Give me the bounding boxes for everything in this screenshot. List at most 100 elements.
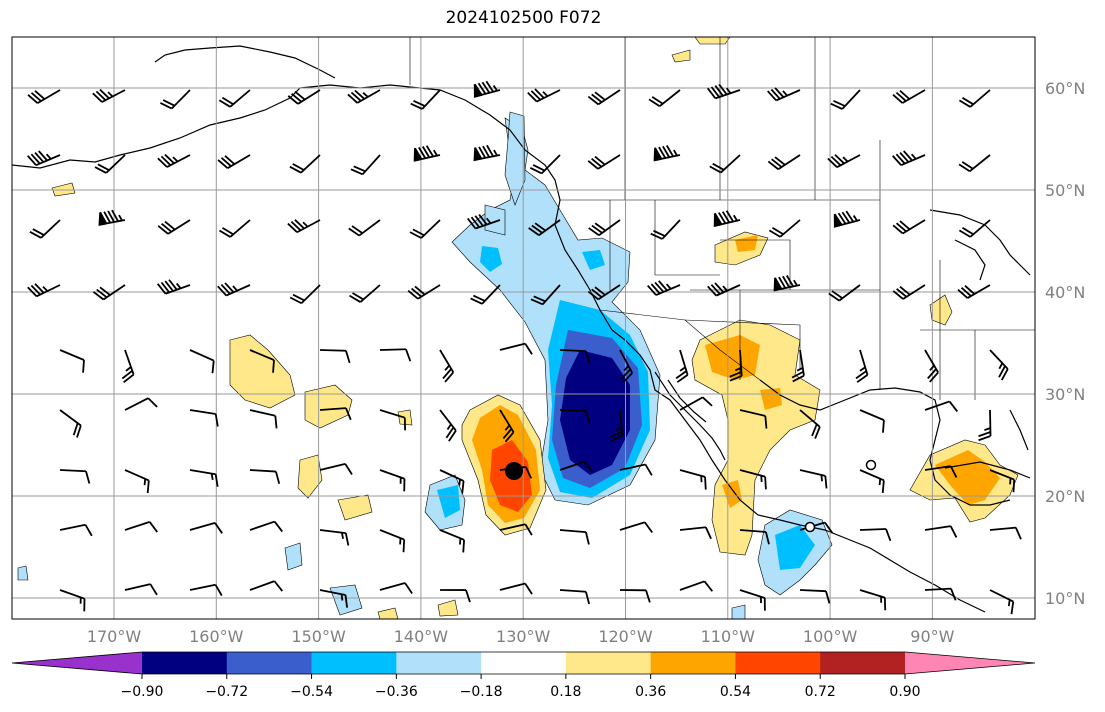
wind-barb <box>124 397 158 411</box>
wind-barb <box>410 89 441 110</box>
low-center-marker <box>505 462 523 480</box>
wind-barb <box>559 349 591 364</box>
wind-barb <box>791 349 805 383</box>
colorbar-bin <box>565 652 652 674</box>
wind-barb <box>924 525 958 538</box>
wind-barb <box>289 154 321 174</box>
longitude-label: 100°W <box>803 627 858 646</box>
wind-barb <box>467 213 501 230</box>
coastlines <box>12 45 1031 613</box>
wind-barb <box>249 409 278 429</box>
wind-barb <box>124 469 150 494</box>
colorbar-tick-label: −0.72 <box>205 684 248 700</box>
colorbar-tick-label: 0.90 <box>889 684 920 700</box>
wind-barb <box>499 582 533 595</box>
wind-barb <box>528 219 561 236</box>
wind-barb <box>349 284 381 303</box>
colorbar-bin <box>396 652 482 674</box>
station-marker <box>865 459 877 471</box>
wind-barb <box>319 529 350 546</box>
wind-barb <box>892 89 926 104</box>
wind-barb <box>830 89 861 110</box>
wind-barb <box>249 349 275 373</box>
wind-barb <box>739 409 768 429</box>
wind-barb <box>978 409 992 442</box>
colorbar-bin <box>226 652 313 674</box>
wind-barb <box>217 154 251 169</box>
wind-barb <box>249 520 283 533</box>
longitude-labels: 170°W 160°W 150°W 140°W 130°W 120°W 110°W 100°W… <box>87 627 955 646</box>
wind-barb <box>679 526 712 540</box>
wind-barb <box>470 284 501 305</box>
wind-barb <box>859 409 885 433</box>
wind-barb <box>958 219 991 238</box>
wind-barb <box>189 409 219 427</box>
wind-barb <box>729 349 743 382</box>
longitude-label: 110°W <box>701 627 756 646</box>
wind-barb <box>347 89 381 104</box>
colorbar-extend-high <box>905 652 1035 674</box>
wind-barb <box>27 150 61 167</box>
wind-barb <box>287 219 321 234</box>
latitude-label: 30°N <box>1045 385 1085 404</box>
wind-barb <box>94 154 126 174</box>
wind-barb <box>157 279 191 295</box>
wind-barb <box>647 280 681 296</box>
wind-barb <box>379 529 406 553</box>
colorbar-tick-label: −0.36 <box>375 684 418 700</box>
wind-barb <box>924 349 939 383</box>
wind-barb <box>679 580 713 592</box>
wind-barb <box>828 284 861 302</box>
colorbar-bin <box>820 652 906 674</box>
wind-barb <box>989 589 1015 615</box>
wind-barb <box>559 589 590 605</box>
wind-barb <box>439 469 465 494</box>
wind-barb <box>59 523 93 537</box>
wind-barb <box>319 462 353 476</box>
latitude-label: 40°N <box>1045 283 1085 302</box>
wind-barb <box>989 526 1022 540</box>
wind-barb <box>958 154 991 173</box>
latitude-label: 60°N <box>1045 79 1085 98</box>
wind-barb <box>892 219 926 235</box>
wind-barb <box>924 465 958 478</box>
wind-barb <box>709 154 741 174</box>
wind-barb <box>679 396 713 411</box>
wind-barb <box>859 589 887 611</box>
anomaly-shading <box>17 37 1019 619</box>
wind-barb <box>859 469 885 494</box>
wind-barb <box>739 469 767 490</box>
colorbar-tick-label: 0.18 <box>550 684 581 700</box>
wind-barb <box>855 349 869 383</box>
colorbar-tick-label: 0.36 <box>635 684 666 700</box>
wind-barb <box>989 349 1009 381</box>
wind-barb <box>587 284 621 301</box>
wind-barb <box>833 210 861 228</box>
colorbar-bin <box>650 652 736 674</box>
wind-barb <box>92 88 126 103</box>
wind-barb <box>892 284 926 300</box>
wind-barb <box>413 145 441 162</box>
wind-barb <box>59 469 91 484</box>
wind-barb <box>409 219 441 239</box>
wind-barb <box>218 89 251 108</box>
colorbar-bin <box>311 652 397 674</box>
wind-barb <box>924 587 957 601</box>
wind-barb <box>679 469 707 490</box>
wind-barb <box>739 589 766 611</box>
longitude-label: 90°W <box>910 627 954 646</box>
wind-barb <box>189 469 219 487</box>
colorbar-bin <box>142 652 228 674</box>
wind-barb <box>924 400 958 412</box>
wind-barb <box>499 409 515 443</box>
wind-barb <box>739 529 770 545</box>
wind-barb <box>768 219 801 238</box>
wind-barb <box>648 89 681 107</box>
wind-barb <box>675 349 689 383</box>
wind-barb <box>653 145 681 162</box>
wind-barb <box>27 89 61 104</box>
negative-anomaly-core <box>560 350 630 475</box>
wind-barb <box>527 88 561 103</box>
wind-barb <box>124 583 158 596</box>
